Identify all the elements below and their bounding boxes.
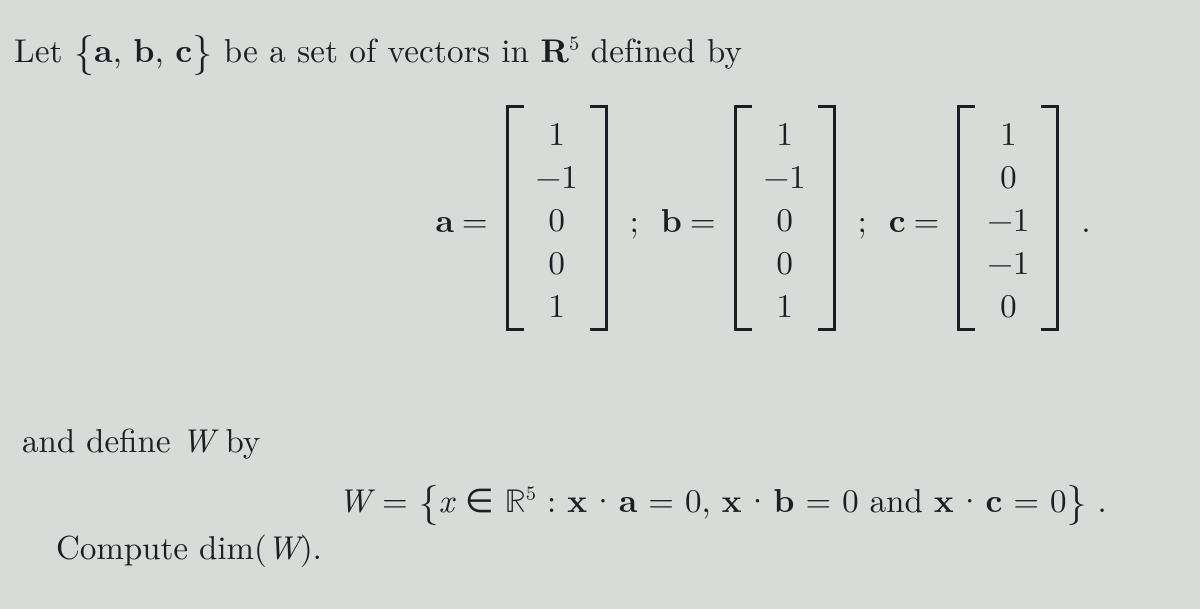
vector-b-entries: 1 −1 0 0 1 <box>752 105 818 331</box>
a-entry: 1 <box>539 283 575 326</box>
b-entry: 0 <box>767 240 803 283</box>
colon: : <box>536 475 567 522</box>
set-open: { <box>419 470 439 527</box>
a-equals: = <box>462 195 488 242</box>
a-entry: 0 <box>539 197 575 240</box>
c-entry: −1 <box>987 240 1029 283</box>
a-entry: 1 <box>539 111 575 154</box>
bracket-left <box>734 105 752 331</box>
xa-rhs: = 0, <box>637 475 721 522</box>
x-bold: x <box>934 475 954 522</box>
bracket-left <box>506 105 524 331</box>
xc-rhs: = 0 <box>1002 475 1066 522</box>
in-symbol: ∈ <box>454 475 505 522</box>
b-entry: 0 <box>767 197 803 240</box>
define-post: by <box>215 415 261 462</box>
set-b: b <box>133 25 154 72</box>
math-problem-page: Let {a, b, c} be a set of vectors in R5 … <box>0 0 1200 609</box>
W-symbol: W <box>267 522 300 569</box>
W-symbol: W <box>182 415 215 462</box>
c-entry: −1 <box>987 197 1029 240</box>
paren-close: ). <box>300 522 322 569</box>
space-exp: 5 <box>569 27 579 56</box>
c-entry: 0 <box>990 283 1026 326</box>
b-entry: −1 <box>763 154 805 197</box>
bracket-right <box>590 105 608 331</box>
paren-open: ( <box>254 522 267 569</box>
set-close: } <box>192 20 212 77</box>
vector-b: 1 −1 0 0 1 <box>734 105 836 331</box>
set-open: { <box>74 20 94 77</box>
c-equals: = <box>914 195 940 242</box>
intro-suffix: defined by <box>579 25 742 72</box>
intro-line: Let {a, b, c} be a set of vectors in R5 … <box>14 20 1192 77</box>
x-var: x <box>439 475 454 522</box>
R-exp: 5 <box>526 477 536 506</box>
bracket-right <box>1041 105 1059 331</box>
dot-op: · <box>954 475 986 522</box>
separator: ; <box>626 195 643 242</box>
xb-rhs: = 0 <box>794 475 869 522</box>
b-entry: 1 <box>767 111 803 154</box>
W-eq: = <box>371 475 419 522</box>
vector-c-entries: 1 0 −1 −1 0 <box>975 105 1041 331</box>
define-W-line: and define W by <box>22 415 322 462</box>
c-bold: c <box>986 475 1003 522</box>
vector-c-label: c = <box>889 195 940 242</box>
vector-a-entries: 1 −1 0 0 1 <box>524 105 590 331</box>
left-text-block: and define W by Compute dim(W). <box>22 415 322 569</box>
intro-prefix: Let <box>14 25 74 72</box>
a-entry: 0 <box>539 240 575 283</box>
W-lhs: W <box>338 475 371 522</box>
a-entry: −1 <box>536 154 578 197</box>
vectors-row: a = 1 −1 0 0 1 ; b = <box>354 105 1172 331</box>
set-c: c <box>175 25 192 72</box>
dim-text: dim <box>199 522 254 569</box>
and-text: and <box>870 475 934 522</box>
tail: . <box>1087 475 1107 522</box>
b-bold: b <box>773 475 794 522</box>
real-R: ℝ <box>505 486 526 519</box>
compute-pre: Compute <box>56 522 199 569</box>
x-bold: x <box>567 475 587 522</box>
dot-op: · <box>587 475 619 522</box>
c-entry: 0 <box>990 154 1026 197</box>
compute-line: Compute dim(W). <box>56 522 322 569</box>
vectors-period: . <box>1077 195 1090 242</box>
space-R: R <box>540 25 569 72</box>
bracket-left <box>957 105 975 331</box>
W-definition: W = {x ∈ ℝ5 : x·a = 0, x·b = 0 and x·c =… <box>338 470 1107 527</box>
intro-mid: be a set of vectors in <box>213 25 541 72</box>
vector-c: 1 0 −1 −1 0 <box>957 105 1059 331</box>
set-a: a <box>94 25 113 72</box>
define-pre: and define <box>22 415 182 462</box>
separator: ; <box>854 195 871 242</box>
x-bold: x <box>722 475 742 522</box>
b-equals: = <box>690 195 716 242</box>
a-bold: a <box>619 475 637 522</box>
vector-a: 1 −1 0 0 1 <box>506 105 608 331</box>
vector-a-label: a = <box>435 195 487 242</box>
dot-op: · <box>742 475 774 522</box>
c-entry: 1 <box>990 111 1026 154</box>
c-symbol: c <box>889 195 906 242</box>
bracket-right <box>818 105 836 331</box>
set-sep1: , <box>113 25 134 72</box>
b-entry: 1 <box>767 283 803 326</box>
set-sep2: , <box>155 25 176 72</box>
set-close: } <box>1067 470 1087 527</box>
a-symbol: a <box>435 195 453 242</box>
b-symbol: b <box>661 195 682 242</box>
vector-b-label: b = <box>661 195 716 242</box>
